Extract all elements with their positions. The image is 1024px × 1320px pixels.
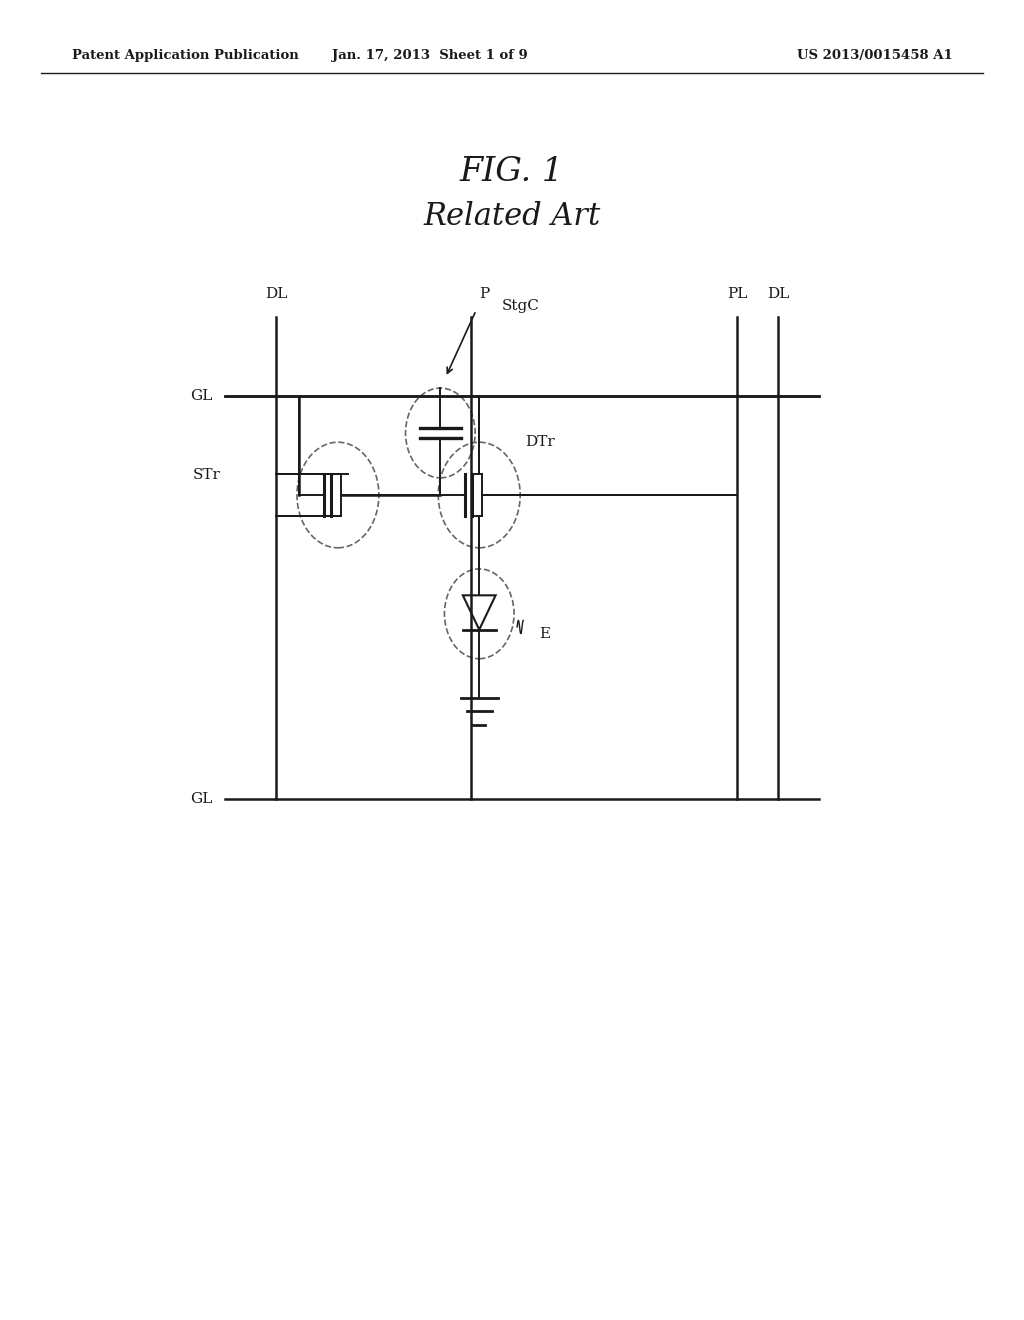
Text: US 2013/0015458 A1: US 2013/0015458 A1 bbox=[797, 49, 952, 62]
Text: STr: STr bbox=[193, 469, 220, 482]
Text: Patent Application Publication: Patent Application Publication bbox=[72, 49, 298, 62]
Text: FIG. 1: FIG. 1 bbox=[460, 156, 564, 187]
Text: Related Art: Related Art bbox=[423, 201, 601, 232]
Text: P: P bbox=[479, 286, 489, 301]
Text: DL: DL bbox=[265, 286, 288, 301]
Text: DTr: DTr bbox=[525, 434, 555, 449]
Text: E: E bbox=[540, 627, 551, 640]
Text: StgC: StgC bbox=[502, 298, 540, 313]
Text: GL: GL bbox=[190, 792, 213, 805]
Text: GL: GL bbox=[190, 389, 213, 403]
Text: Jan. 17, 2013  Sheet 1 of 9: Jan. 17, 2013 Sheet 1 of 9 bbox=[332, 49, 528, 62]
Text: DL: DL bbox=[767, 286, 790, 301]
Text: PL: PL bbox=[727, 286, 748, 301]
